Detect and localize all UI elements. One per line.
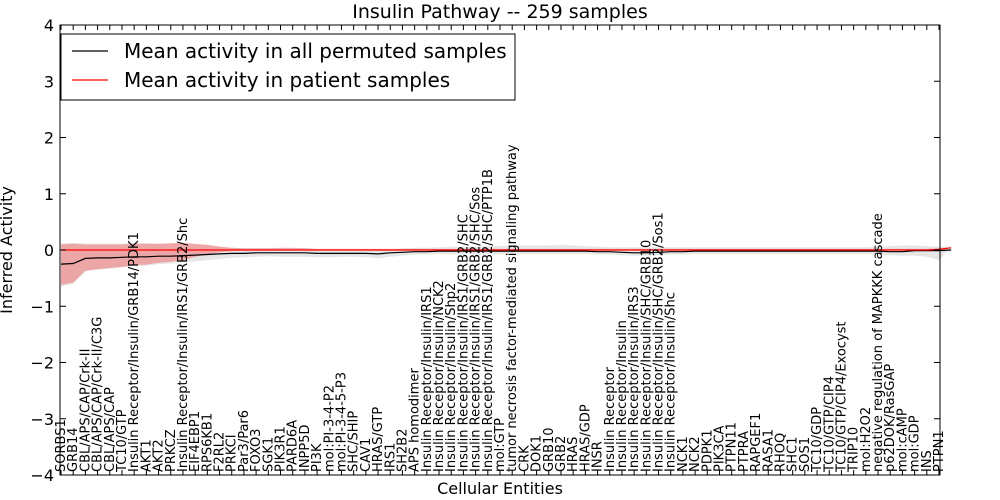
- band-patient: [61, 242, 952, 285]
- x-category-label: CBL/APS/CAP: [103, 387, 118, 472]
- x-category-label: HRAS/GTP: [371, 407, 386, 472]
- x-category-label: HRAS: [566, 437, 581, 472]
- x-category-label: PIK3CA: [713, 425, 728, 472]
- y-tick-label: −3: [30, 410, 54, 429]
- x-category-label: negative regulation of MAPKKK cascade: [871, 213, 886, 472]
- x-category-label: GRB14: [66, 427, 81, 472]
- x-category-label: Insulin Receptor/Insulin/IRS1/GRB2/Shc: [176, 218, 191, 472]
- x-category-label: mol:PI-3-4-5-P3: [334, 372, 349, 472]
- x-category-label: APS homodimer: [408, 368, 423, 472]
- x-category-label: GRB10: [542, 427, 557, 472]
- x-category-label: PARD6A: [286, 420, 301, 472]
- y-tick-label: −1: [30, 297, 54, 316]
- x-category-label: Insulin Receptor/Insulin/IRS1/GRB2/SHC/P…: [481, 169, 496, 472]
- y-tick-label: −4: [30, 466, 54, 485]
- x-category-label: NCK1: [676, 436, 691, 472]
- x-category-label: SOS1: [798, 437, 813, 472]
- y-tick-label: 1: [44, 185, 54, 204]
- x-category-label: tumor necrosis factor-mediated signaling…: [505, 144, 520, 472]
- x-category-label: Insulin Receptor/Insulin/SHC/GRB10: [639, 240, 654, 472]
- x-category-label: CRK: [517, 445, 532, 472]
- x-category-label: EIF4EBP1: [188, 411, 203, 472]
- y-tick-label: 0: [44, 241, 54, 260]
- x-category-label: PTPN1: [932, 430, 947, 472]
- y-tick-label: 3: [44, 72, 54, 91]
- legend-label-permuted: Mean activity in all permuted samples: [124, 39, 507, 63]
- x-category-label: Insulin Receptor/Insulin/IRS1/GRB2/SHC: [456, 214, 471, 472]
- x-category-label: TC10/GTP/CIP4: [822, 376, 837, 473]
- x-category-label: FOXO3: [249, 429, 264, 472]
- x-category-label: CAV1: [359, 438, 374, 472]
- y-tick-label: −2: [30, 354, 54, 373]
- x-category-label: TC10/GDP: [810, 407, 825, 473]
- x-category-label: SGK1: [261, 437, 276, 472]
- x-category-label: PI3K: [310, 443, 325, 472]
- x-category-label: Insulin Receptor/Insulin/GRB14/PDK1: [127, 232, 142, 472]
- x-category-label: IRS1: [383, 443, 398, 472]
- series-line-permuted: [60, 249, 952, 265]
- x-category-label: NCK2: [688, 436, 703, 472]
- x-category-label: HRAS/GDP: [578, 404, 593, 472]
- series-layer: [60, 247, 952, 265]
- x-category-label: Par3/Par6: [237, 410, 252, 472]
- x-category-label: F2RL2: [213, 432, 228, 472]
- x-category-label: INPP5D: [298, 424, 313, 472]
- x-category-label: PTPN11: [725, 422, 740, 472]
- x-category-label: INS: [920, 450, 935, 472]
- x-axis-label: Cellular Entities: [437, 479, 563, 498]
- y-tick-label: 2: [44, 129, 54, 148]
- legend: Mean activity in all permuted samples Me…: [60, 33, 516, 101]
- x-category-label: RPS6KB1: [200, 413, 215, 472]
- x-category-label: SORBS1: [54, 419, 69, 472]
- x-category-label: INSR: [591, 441, 606, 472]
- x-category-label: RHOQ: [773, 433, 788, 472]
- x-category-label: mol:PI-3-4-P2: [322, 385, 337, 472]
- x-category-label: RASA1: [761, 429, 776, 472]
- x-category-label: mol:GTP: [493, 418, 508, 472]
- x-category-label: PRKCZ: [164, 429, 179, 472]
- x-category-label: Insulin Receptor/Insulin/IRS1/GRB2/SHC/S…: [469, 187, 484, 472]
- x-category-label: TC10/GTP: [115, 409, 130, 473]
- y-axis-label: Inferred Activity: [0, 186, 16, 314]
- x-category-label: CBL/APS/CAP/Crk-II: [78, 349, 93, 472]
- legend-label-patient: Mean activity in patient samples: [124, 68, 450, 92]
- x-category-label: GRB2: [554, 436, 569, 472]
- x-category-label: DOK1: [530, 435, 545, 472]
- band-permuted: [61, 242, 952, 287]
- series-line-patient: [61, 247, 952, 251]
- x-category-label: Insulin Receptor/Insulin/Shp2: [444, 283, 459, 472]
- x-category-label: AKT2: [152, 439, 167, 472]
- legend-box: [60, 33, 516, 101]
- x-category-label: p62DOK/RasGAP: [883, 364, 898, 472]
- x-category-label: PIK3R1: [274, 426, 289, 472]
- x-category-label: mol:H2O2: [859, 407, 874, 472]
- x-category-label: CBL/APS/CAP/Crk-II/C3G: [91, 317, 106, 472]
- x-category-label: Insulin Receptor/Insulin/IRS3: [627, 286, 642, 472]
- x-category-label: SHC/SHIP: [347, 411, 362, 472]
- x-category-label: PTPRA: [737, 431, 752, 472]
- band-layer: [61, 242, 952, 287]
- x-category-label: TC10/GTP/CIP4/Exocyst: [834, 321, 849, 473]
- x-category-label: mol:cAMP: [895, 408, 910, 472]
- x-category-label: TRIP10: [847, 427, 862, 473]
- x-category-label: AKT1: [139, 439, 154, 472]
- y-axis: −4 −3 −2 −1 0 1 2 3 4: [30, 16, 940, 485]
- x-category-label: Insulin Receptor/Insulin: [615, 320, 630, 472]
- x-category-label: Insulin Receptor/Insulin/NCK2: [432, 280, 447, 472]
- x-category-label: SH2B2: [395, 429, 410, 473]
- x-category-label: Insulin Receptor/Insulin/IRS1: [420, 286, 435, 472]
- x-category-label: Insulin Receptor: [603, 366, 618, 472]
- chart-title: Insulin Pathway -- 259 samples: [352, 1, 647, 23]
- x-category-label: SHC1: [786, 437, 801, 472]
- x-category-label: Insulin Receptor/Insulin/Shc: [664, 292, 679, 472]
- x-category-label: Insulin Receptor/Insulin/SHC/GRB2/Sos1: [652, 212, 667, 472]
- x-category-label: mol:GDP: [908, 415, 923, 472]
- x-category-label: PDPK1: [700, 430, 715, 473]
- x-axis: SORBS1GRB14CBL/APS/CAP/Crk-IICBL/APS/CAP…: [54, 25, 947, 475]
- x-category-label: PRKCI: [225, 434, 240, 472]
- x-category-label: RAPGEF1: [749, 413, 764, 472]
- y-tick-label: 4: [44, 16, 54, 35]
